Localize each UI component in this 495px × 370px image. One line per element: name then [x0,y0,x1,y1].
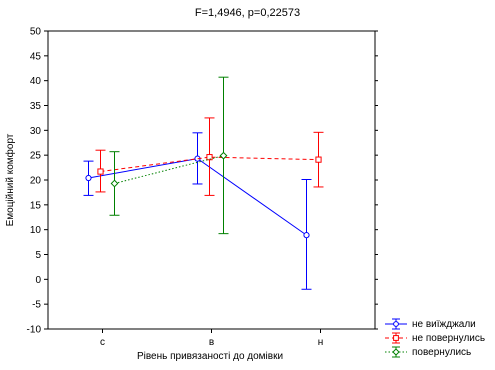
y-tick-label: 15 [30,200,42,211]
x-axis-label: Рівень привязаності до домівки [136,351,284,362]
legend-swatch [385,346,407,358]
legend-item: не виїжджали [384,317,485,331]
legend-label: не виїжджали [412,318,476,330]
data-point [315,156,322,163]
x-tick-label: c [100,337,105,348]
legend: не виїжджали не повернулись повернулись [384,317,485,359]
y-tick-label: 5 [35,250,41,261]
y-tick-label: 50 [30,27,42,38]
legend-swatch [385,318,407,330]
x-tick-label: н [318,337,324,348]
plot-frame [47,30,376,330]
data-point [303,232,310,239]
data-point [110,179,119,188]
legend-item: не повернулись [384,331,485,345]
y-tick-label: 0 [35,275,41,286]
y-tick-label: 30 [30,126,42,137]
series-line [114,155,224,184]
y-tick-label: 40 [30,76,42,87]
data-point [219,151,228,160]
y-tick-label: -5 [32,300,41,311]
y-tick-label: -10 [27,325,42,336]
legend-label: не повернулись [412,332,486,344]
data-point [85,174,92,182]
chart-title: F=1,4946, p=0,22573 [194,7,301,19]
legend-item: повернулись [384,345,485,359]
data-point [206,154,213,161]
series-line [100,156,319,173]
y-tick-label: 20 [30,176,42,187]
y-tick-label: 45 [30,51,42,62]
legend-swatch [385,332,407,344]
y-tick-label: 10 [30,225,42,236]
x-tick-label: в [209,337,214,348]
data-point [97,168,104,175]
y-tick-label: 25 [30,151,42,162]
y-tick-label: 35 [30,101,42,112]
y-axis-label: Емоційний комфорт [5,133,16,227]
legend-label: повернулись [412,346,472,358]
